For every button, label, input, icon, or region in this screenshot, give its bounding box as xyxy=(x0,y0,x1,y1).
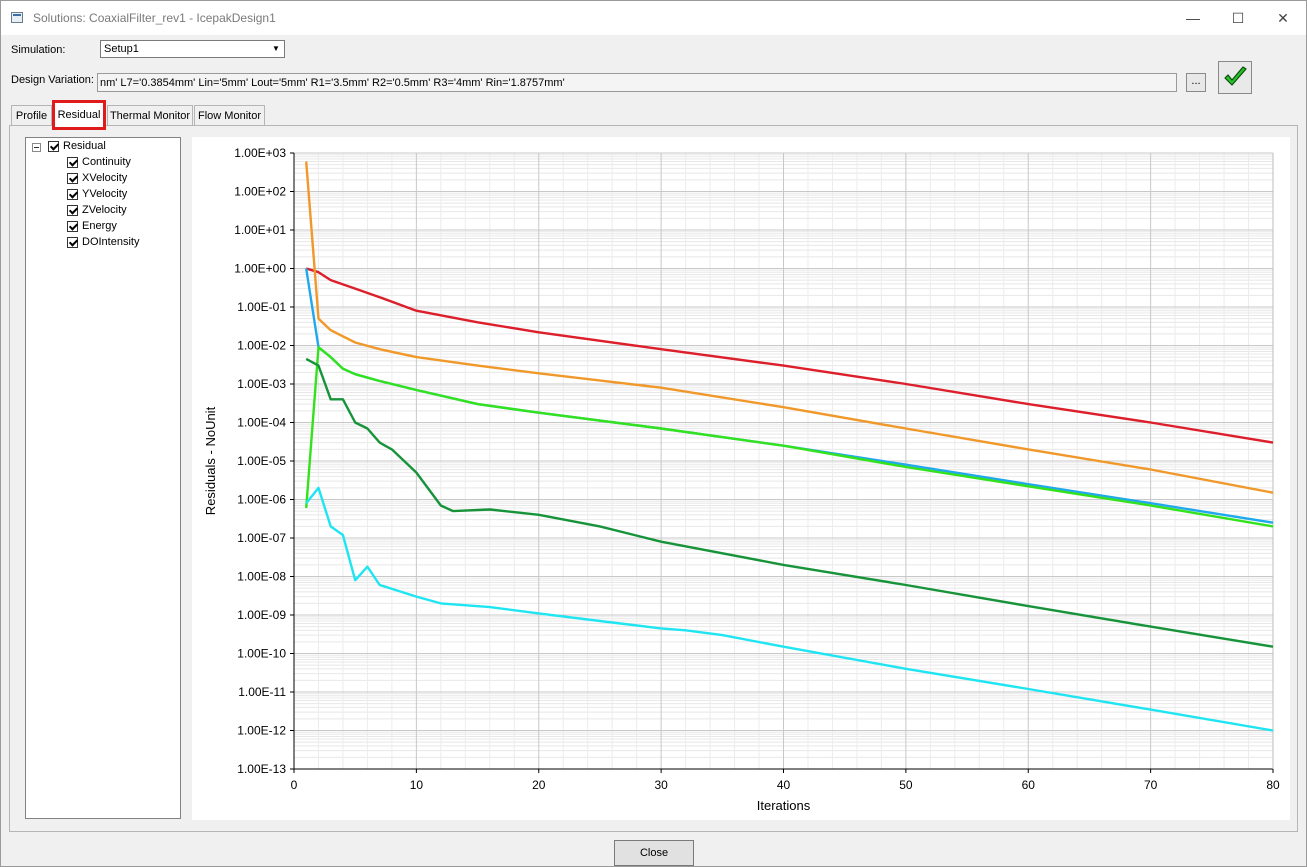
tree-item-label: XVelocity xyxy=(82,172,128,184)
yvelocity-checkbox[interactable] xyxy=(67,189,78,200)
y-tick-label: 1.00E-05 xyxy=(237,454,286,468)
x-tick-label: 20 xyxy=(532,778,546,792)
tree-item-label: YVelocity xyxy=(82,188,128,200)
tree-root-label: Residual xyxy=(63,140,106,152)
design-variation-label: Design Variation: xyxy=(11,74,94,86)
residual-plot[interactable]: 1.00E+03 1.00E+02 1.00E+01 1.00E+00 1.00E-01… xyxy=(192,137,1290,820)
series-line-0 xyxy=(305,267,1274,444)
app-icon xyxy=(11,12,23,23)
apply-button[interactable] xyxy=(1218,61,1252,94)
chevron-down-icon[interactable]: ▼ xyxy=(272,44,280,53)
zvelocity-checkbox[interactable] xyxy=(67,205,78,216)
x-tick-label: 40 xyxy=(777,778,791,792)
minimize-button[interactable]: — xyxy=(1186,10,1200,26)
y-tick-label: 1.00E+03 xyxy=(234,146,286,160)
x-tick-label: 50 xyxy=(899,778,913,792)
y-tick-label: 1.00E-01 xyxy=(237,300,286,314)
residual-chart[interactable]: 1.00E+03 1.00E+02 1.00E+01 1.00E+00 1.00E-01… xyxy=(192,137,1290,820)
series-line-1 xyxy=(305,161,1274,494)
y-tick-label: 1.00E-09 xyxy=(237,608,286,622)
dointensity-checkbox[interactable] xyxy=(67,237,78,248)
y-tick-label: 1.00E-13 xyxy=(237,762,286,776)
y-tick-label: 1.00E-08 xyxy=(237,570,286,584)
continuity-checkbox[interactable] xyxy=(67,157,78,168)
design-variation-more-button[interactable]: ... xyxy=(1186,73,1206,92)
tree-item-label: Energy xyxy=(82,220,117,232)
y-tick-label: 1.00E+00 xyxy=(234,262,286,276)
x-tick-label: 80 xyxy=(1266,778,1280,792)
x-tick-label: 10 xyxy=(410,778,424,792)
xvelocity-checkbox[interactable] xyxy=(67,173,78,184)
y-tick-label: 1.00E-12 xyxy=(237,724,286,738)
collapse-icon[interactable] xyxy=(32,143,41,152)
y-tick-label: 1.00E+01 xyxy=(234,223,286,237)
x-tick-label: 0 xyxy=(291,778,298,792)
residual-checkbox[interactable] xyxy=(48,141,59,152)
maximize-button[interactable]: ☐ xyxy=(1231,10,1245,26)
y-tick-label: 1.00E-06 xyxy=(237,493,286,507)
title-bar: Solutions: CoaxialFilter_rev1 - IcepakDe… xyxy=(1,1,1306,35)
y-tick-label: 1.00E-10 xyxy=(237,647,286,661)
y-tick-label: 1.00E-04 xyxy=(237,416,286,430)
window-title: Solutions: CoaxialFilter_rev1 - IcepakDe… xyxy=(33,11,276,25)
simulation-label: Simulation: xyxy=(11,44,66,56)
x-tick-label: 30 xyxy=(654,778,668,792)
y-tick-label: 1.00E-11 xyxy=(238,685,286,699)
simulation-value: Setup1 xyxy=(104,43,139,55)
close-window-button[interactable]: ✕ xyxy=(1277,10,1289,26)
design-variation-field[interactable]: nm' L7='0.3854mm' Lin='5mm' Lout='5mm' R… xyxy=(97,73,1177,92)
simulation-select[interactable]: Setup1 ▼ xyxy=(100,40,285,58)
tree-item-label: DOIntensity xyxy=(82,236,140,248)
y-axis-label: Residuals - NoUnit xyxy=(203,406,218,515)
series-line-4 xyxy=(305,357,1274,648)
close-button[interactable]: Close xyxy=(614,840,694,866)
y-tick-label: 1.00E-03 xyxy=(237,377,286,391)
y-tick-label: 1.00E-02 xyxy=(237,339,286,353)
x-tick-label: 70 xyxy=(1144,778,1158,792)
tree-item-label: ZVelocity xyxy=(82,204,127,216)
y-tick-label: 1.00E+02 xyxy=(234,185,286,199)
design-variation-value: nm' L7='0.3854mm' Lin='5mm' Lout='5mm' R… xyxy=(100,77,565,89)
y-tick-label: 1.00E-07 xyxy=(237,531,286,545)
tab-flow-monitor[interactable]: Flow Monitor xyxy=(194,105,265,125)
x-tick-label: 60 xyxy=(1022,778,1036,792)
checkmark-icon xyxy=(1224,66,1247,86)
tab-residual[interactable]: Residual xyxy=(52,100,106,130)
x-axis-label: Iterations xyxy=(757,798,811,813)
tree-item-label: Continuity xyxy=(82,156,131,168)
tab-thermal-monitor[interactable]: Thermal Monitor xyxy=(107,105,193,125)
tree-root[interactable]: Residual xyxy=(26,140,176,154)
tab-profile[interactable]: Profile xyxy=(11,105,52,125)
series-line-5 xyxy=(305,486,1274,732)
energy-checkbox[interactable] xyxy=(67,221,78,232)
series-line-3 xyxy=(305,346,1274,528)
residual-tree[interactable]: Residual Continuity XVelocity YVelocity … xyxy=(25,137,181,819)
